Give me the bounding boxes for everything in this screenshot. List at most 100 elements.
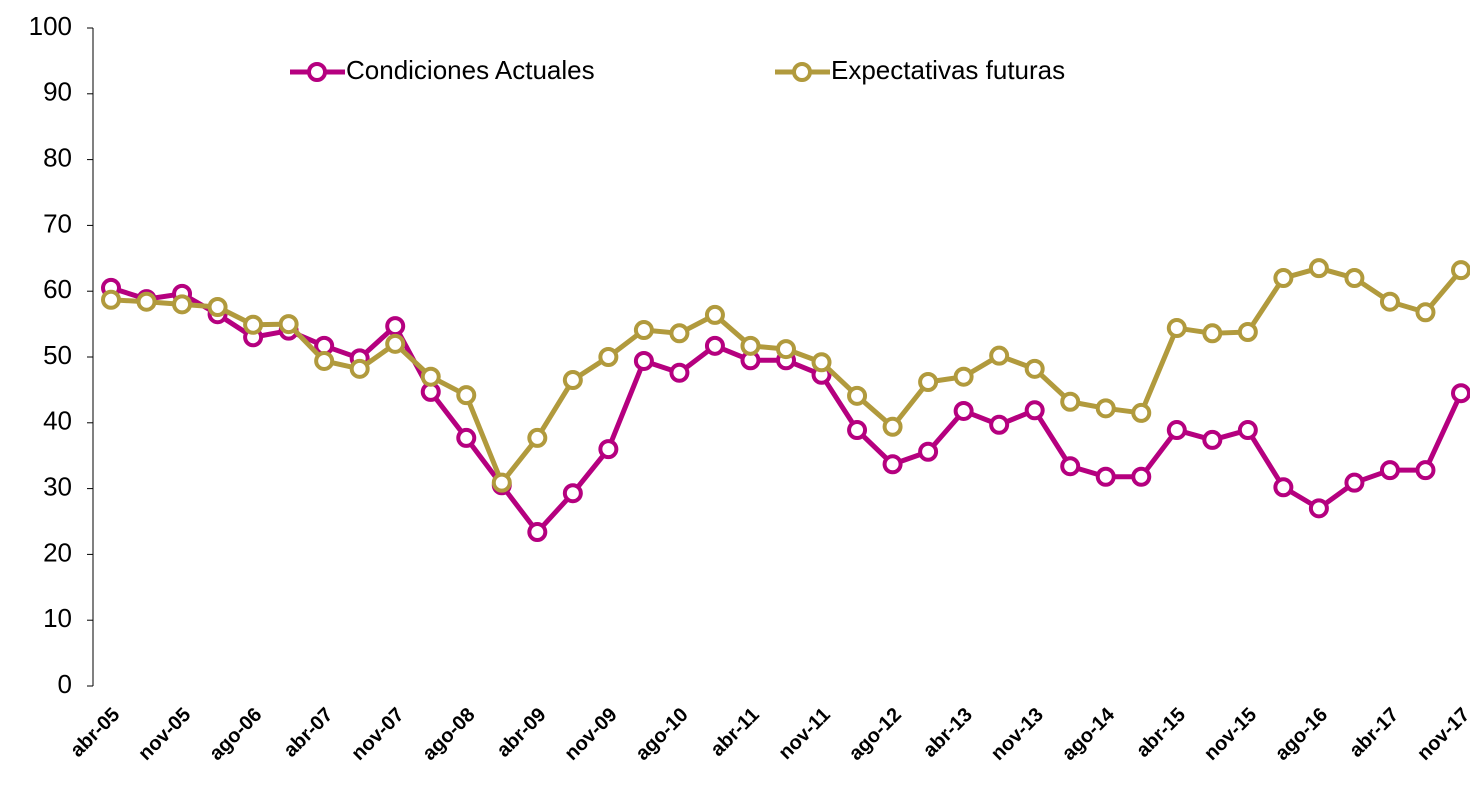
marker	[1024, 358, 1045, 379]
x-tick-label: nov-13	[987, 704, 1048, 765]
x-tick-label: ago-06	[205, 704, 266, 765]
marker	[456, 427, 477, 448]
marker	[1308, 258, 1329, 279]
marker	[704, 335, 725, 356]
y-tick-label: 100	[29, 11, 72, 41]
marker	[1415, 460, 1436, 481]
x-tick-label: ago-08	[418, 704, 479, 765]
x-tick-label: nov-05	[134, 704, 195, 765]
marker	[847, 385, 868, 406]
x-tick-label: ago-10	[632, 704, 693, 765]
x-tick-label: nov-11	[774, 704, 834, 764]
marker	[1202, 323, 1223, 344]
marker	[1308, 498, 1329, 519]
x-tick-label: nov-09	[560, 704, 621, 765]
y-tick-label: 60	[43, 274, 72, 304]
legend-marker	[307, 62, 327, 82]
y-tick-label: 30	[43, 471, 72, 501]
marker	[385, 333, 406, 354]
marker	[882, 454, 903, 475]
y-tick-label: 50	[43, 340, 72, 370]
marker	[1237, 321, 1258, 342]
marker	[989, 414, 1010, 435]
marker	[314, 350, 335, 371]
marker	[1060, 391, 1081, 412]
y-tick-label: 40	[43, 406, 72, 436]
x-tick-label: abr-13	[919, 704, 977, 762]
x-tick-label: abr-09	[493, 704, 551, 762]
x-tick-label: abr-11	[707, 704, 764, 761]
marker	[1273, 268, 1294, 289]
marker	[527, 522, 548, 543]
marker	[953, 366, 974, 387]
marker	[776, 339, 796, 360]
marker	[1166, 420, 1187, 441]
marker	[243, 314, 264, 335]
x-tick-label: abr-05	[66, 704, 124, 762]
marker	[1024, 400, 1045, 421]
x-tick-label: ago-12	[845, 704, 906, 765]
x-tick-label: nov-15	[1200, 704, 1261, 765]
marker	[1095, 398, 1116, 419]
marker	[562, 483, 583, 504]
y-tick-label: 10	[43, 603, 72, 633]
marker	[811, 352, 832, 373]
marker	[1451, 383, 1470, 404]
marker	[1415, 302, 1436, 323]
y-tick-label: 20	[43, 537, 72, 567]
marker	[456, 385, 477, 406]
marker	[1237, 420, 1258, 441]
y-tick-label: 0	[58, 669, 72, 699]
marker	[1095, 466, 1116, 487]
marker	[1131, 402, 1152, 423]
marker	[918, 372, 939, 393]
marker	[562, 370, 583, 391]
legend-label: Condiciones Actuales	[346, 55, 595, 85]
y-tick-label: 80	[43, 142, 72, 172]
y-tick-label: 70	[43, 208, 72, 238]
marker	[847, 420, 868, 441]
marker	[385, 316, 406, 337]
marker	[172, 294, 193, 315]
series-line	[110, 285, 1464, 535]
marker	[1131, 466, 1152, 487]
marker	[207, 296, 228, 317]
marker	[1344, 268, 1365, 289]
y-tick-label: 90	[43, 77, 72, 107]
legend-label: Expectativas futuras	[831, 55, 1065, 85]
marker	[669, 362, 690, 383]
x-tick-label: nov-07	[347, 704, 408, 765]
marker	[420, 366, 441, 387]
marker	[633, 350, 654, 371]
x-tick-label: ago-14	[1058, 703, 1120, 765]
marker	[278, 314, 299, 335]
x-tick-label: abr-15	[1132, 704, 1190, 762]
marker	[1379, 291, 1400, 312]
marker	[491, 472, 512, 493]
marker	[669, 323, 690, 344]
marker	[918, 441, 939, 462]
marker	[953, 400, 974, 421]
legend-marker	[792, 62, 812, 82]
marker	[101, 289, 121, 310]
x-tick-label: ago-16	[1271, 704, 1332, 765]
marker	[1451, 260, 1470, 281]
marker	[1060, 456, 1081, 477]
marker	[527, 427, 548, 448]
marker	[704, 304, 725, 325]
marker	[598, 439, 619, 460]
marker	[989, 345, 1010, 366]
marker	[633, 320, 654, 341]
marker	[136, 291, 157, 312]
marker	[1344, 472, 1365, 493]
x-tick-label: abr-07	[279, 704, 337, 762]
marker	[598, 347, 619, 367]
x-tick-label: nov-17	[1413, 704, 1470, 765]
marker	[1273, 477, 1294, 498]
x-tick-label: abr-17	[1345, 704, 1403, 762]
marker	[740, 335, 761, 356]
marker	[1166, 318, 1187, 339]
marker	[882, 416, 903, 437]
marker	[1202, 429, 1223, 450]
